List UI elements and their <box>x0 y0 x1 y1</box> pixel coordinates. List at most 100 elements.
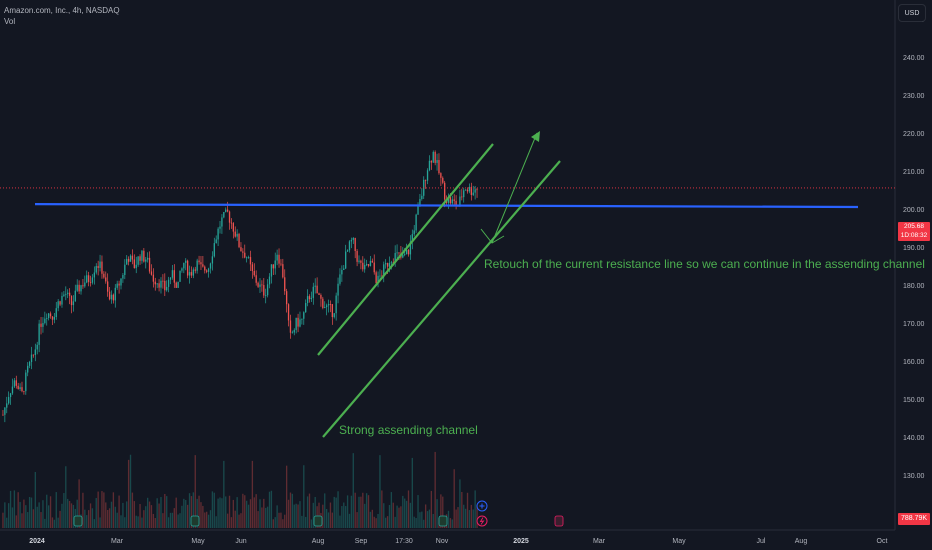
volume-bar <box>206 511 208 528</box>
earnings-icon[interactable] <box>438 515 448 527</box>
candle-body <box>171 270 174 278</box>
candle-body <box>310 297 313 300</box>
candle-body <box>120 278 122 286</box>
candle-body <box>305 303 307 313</box>
candle-body <box>194 269 196 271</box>
candle-body <box>143 250 145 262</box>
volume-bar <box>21 513 23 528</box>
volume-bar <box>297 504 299 528</box>
candle-body <box>59 301 61 305</box>
volume-bar <box>169 512 172 528</box>
candle-body <box>32 354 35 356</box>
candle-body <box>421 195 423 200</box>
volume-bar <box>404 498 406 528</box>
resistance-line[interactable] <box>34 203 859 209</box>
candle-body <box>306 296 309 304</box>
volume-bar <box>219 497 221 528</box>
candle-body <box>346 250 349 252</box>
candle-body <box>9 393 12 398</box>
volume-bar <box>25 505 27 528</box>
candle-body <box>160 280 162 288</box>
candle-body <box>127 258 130 262</box>
candle-body <box>316 285 318 294</box>
retouch-annotation[interactable]: Retouch of the current resistance line s… <box>484 257 925 271</box>
volume-bar <box>442 496 444 528</box>
volume-bar <box>76 499 78 528</box>
volume-bar <box>101 491 103 528</box>
candle-body <box>364 264 366 270</box>
candle-body <box>373 262 375 273</box>
candle-body <box>337 283 339 296</box>
volume-bar <box>314 496 316 528</box>
volume-bar <box>392 502 394 528</box>
volume-bar <box>59 510 61 528</box>
volume-bar <box>253 497 255 528</box>
volume-bar <box>133 501 135 528</box>
candle-body <box>295 317 297 330</box>
volume-bar <box>40 512 42 528</box>
candle-body <box>284 277 286 292</box>
volume-bar <box>87 510 90 528</box>
volume-bar <box>470 504 473 528</box>
channel-annotation[interactable]: Strong assending channel <box>339 423 478 437</box>
volume-bar <box>183 498 185 528</box>
y-tick-label: 220.00 <box>903 131 925 138</box>
volume-bar <box>11 507 14 528</box>
x-tick-label: Jul <box>757 538 766 545</box>
volume-bar <box>400 506 402 528</box>
candle-body <box>204 266 206 271</box>
candle-body <box>211 256 214 264</box>
symbol-title: Amazon.com, Inc., 4h, NASDAQ <box>4 6 120 15</box>
volume-bar <box>251 460 254 528</box>
candle-body <box>426 170 429 181</box>
x-tick-label: May <box>672 538 686 545</box>
candle-body <box>251 264 254 271</box>
candle-body <box>265 295 267 297</box>
volume-bar <box>108 508 111 528</box>
candle-body <box>181 268 183 271</box>
candle-body <box>272 264 274 269</box>
volume-bar <box>310 519 313 528</box>
volume-bar <box>457 507 459 528</box>
candle-body <box>415 214 417 231</box>
y-tick-label: 200.00 <box>903 207 925 214</box>
earnings-icon[interactable] <box>554 515 564 527</box>
volume-bar <box>4 502 6 528</box>
candle-body <box>371 260 373 263</box>
earnings-icon[interactable] <box>190 515 200 527</box>
volume-bar <box>143 510 145 528</box>
volume-bar <box>118 495 120 528</box>
candle-body <box>110 294 113 300</box>
channel-lower-line[interactable] <box>322 160 561 438</box>
volume-bar <box>426 511 429 528</box>
candle-body <box>327 304 330 306</box>
volume-bar <box>160 497 162 528</box>
candle-body <box>141 250 143 261</box>
volume-bar <box>430 490 433 528</box>
volume-bar <box>171 512 174 528</box>
candle-body <box>320 294 322 299</box>
candle-body <box>253 270 255 276</box>
volume-bar <box>362 492 364 528</box>
volume-bar <box>464 508 467 528</box>
volume-bar <box>455 509 457 528</box>
volume-bar <box>55 492 57 528</box>
volume-bar <box>461 491 463 528</box>
candle-body <box>240 247 242 252</box>
channel-upper-line[interactable] <box>317 143 494 356</box>
candle-body <box>301 318 303 320</box>
candle-body <box>200 262 202 265</box>
projection-arrow-head <box>531 131 540 142</box>
volume-bar <box>116 512 118 528</box>
candle-body <box>158 283 160 288</box>
currency-button[interactable]: USD <box>898 4 926 22</box>
candle-body <box>190 272 193 276</box>
volume-bar <box>51 517 54 528</box>
earnings-icon[interactable] <box>313 515 323 527</box>
projection-arrow-line[interactable] <box>491 132 538 244</box>
earnings-icon[interactable] <box>73 515 83 527</box>
volume-bar <box>312 502 314 528</box>
volume-bar <box>388 505 391 528</box>
